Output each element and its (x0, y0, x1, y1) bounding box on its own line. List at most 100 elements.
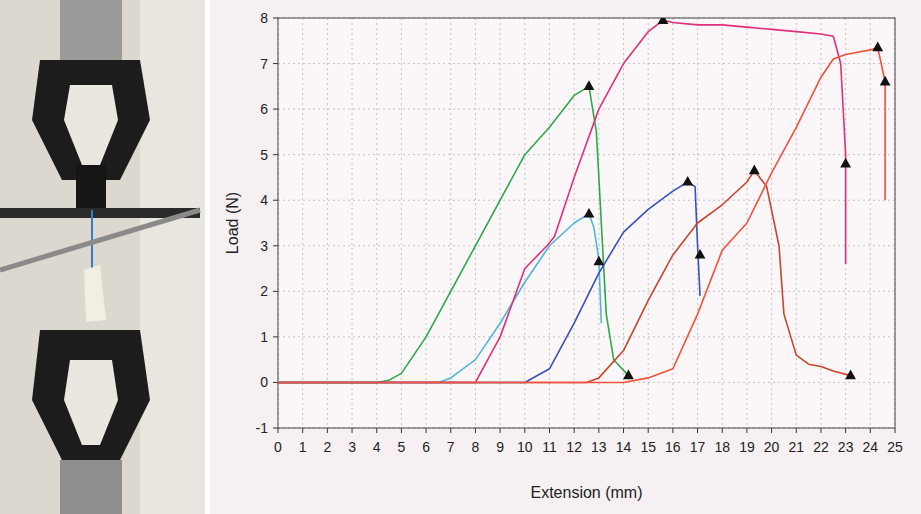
x-tick (648, 428, 649, 433)
y-tick (273, 18, 278, 19)
y-tick (273, 245, 278, 246)
point-marker (880, 76, 891, 86)
specimen-holder (84, 265, 106, 322)
x-tick-label: 2 (323, 439, 331, 455)
x-tick (549, 428, 550, 433)
x-grid-line (401, 18, 402, 428)
series-line (278, 48, 885, 383)
point-marker (593, 256, 604, 266)
lower-grip-window (64, 360, 118, 445)
y-tick-label: 1 (260, 329, 268, 345)
x-tick (450, 428, 451, 433)
x-tick-label: 14 (616, 439, 632, 455)
x-grid-line (524, 18, 525, 428)
figure: 0123456789101112131415161718192021222324… (0, 0, 921, 514)
upper-jaw (76, 165, 106, 210)
photo-wall (140, 0, 205, 514)
x-tick (870, 428, 871, 433)
x-grid-line (352, 18, 353, 428)
x-tick (327, 428, 328, 433)
x-tick (722, 428, 723, 433)
x-tick (574, 428, 575, 433)
x-axis-title: Extension (mm) (530, 484, 642, 501)
x-tick-label: 24 (863, 439, 879, 455)
x-tick (475, 428, 476, 433)
point-marker (840, 158, 851, 168)
x-tick-label: 25 (887, 439, 903, 455)
x-tick (598, 428, 599, 433)
x-tick-label: 10 (517, 439, 533, 455)
y-tick (273, 336, 278, 337)
x-tick-label: 8 (472, 439, 480, 455)
point-marker (584, 208, 595, 218)
photo (0, 0, 205, 514)
x-tick (352, 428, 353, 433)
y-grid-line (278, 336, 895, 337)
y-tick (273, 428, 278, 429)
y-grid-line (278, 154, 895, 155)
x-grid-line (302, 18, 303, 428)
x-grid-line (327, 18, 328, 428)
x-tick-label: 9 (496, 439, 504, 455)
point-marker (584, 80, 595, 90)
x-tick (845, 428, 846, 433)
point-marker (623, 370, 634, 380)
x-tick-label: 12 (566, 439, 582, 455)
y-tick (273, 291, 278, 292)
x-tick (771, 428, 772, 433)
cable (0, 210, 200, 270)
point-marker (658, 18, 669, 24)
x-tick-label: 20 (764, 439, 780, 455)
plot-frame (278, 18, 895, 428)
x-tick-label: 3 (348, 439, 356, 455)
y-tick-label: 7 (260, 56, 268, 72)
series-line (278, 86, 628, 382)
marks (278, 18, 891, 382)
series-line (278, 182, 700, 382)
x-tick-label: 21 (788, 439, 804, 455)
x-tick-label: 18 (714, 439, 730, 455)
point-marker (845, 370, 856, 380)
base (60, 460, 122, 514)
series-line (278, 171, 851, 383)
y-tick-label: 4 (260, 192, 268, 208)
x-tick-label: 16 (665, 439, 681, 455)
x-tick (278, 428, 279, 433)
x-tick (895, 428, 896, 433)
y-tick-label: 5 (260, 147, 268, 163)
upper-grip (32, 60, 150, 180)
y-axis-title: Load (N) (224, 192, 241, 254)
x-tick-label: 15 (640, 439, 656, 455)
x-tick (376, 428, 377, 433)
x-tick (302, 428, 303, 433)
y-tick (273, 200, 278, 201)
y-tick-label: 0 (260, 374, 268, 390)
photo-background (0, 0, 205, 514)
y-tick (273, 63, 278, 64)
point-marker (695, 249, 706, 259)
x-tick (820, 428, 821, 433)
x-grid-line (623, 18, 624, 428)
load-cell (60, 0, 122, 60)
y-grid-line (278, 291, 895, 292)
x-tick (524, 428, 525, 433)
x-tick-label: 1 (299, 439, 307, 455)
x-grid-line (648, 18, 649, 428)
point-marker (749, 165, 760, 175)
series-line (278, 20, 846, 382)
x-tick-label: 5 (398, 439, 406, 455)
x-tick (623, 428, 624, 433)
y-tick (273, 109, 278, 110)
x-grid-line (450, 18, 451, 428)
x-grid-line (771, 18, 772, 428)
y-tick-label: 3 (260, 238, 268, 254)
x-grid-line (475, 18, 476, 428)
y-tick-label: 8 (260, 10, 268, 26)
x-tick-label: 13 (591, 439, 607, 455)
x-tick-label: 4 (373, 439, 381, 455)
x-tick (500, 428, 501, 433)
y-tick-label: -1 (256, 420, 269, 436)
x-tick-label: 22 (813, 439, 829, 455)
x-tick (426, 428, 427, 433)
x-grid-line (376, 18, 377, 428)
